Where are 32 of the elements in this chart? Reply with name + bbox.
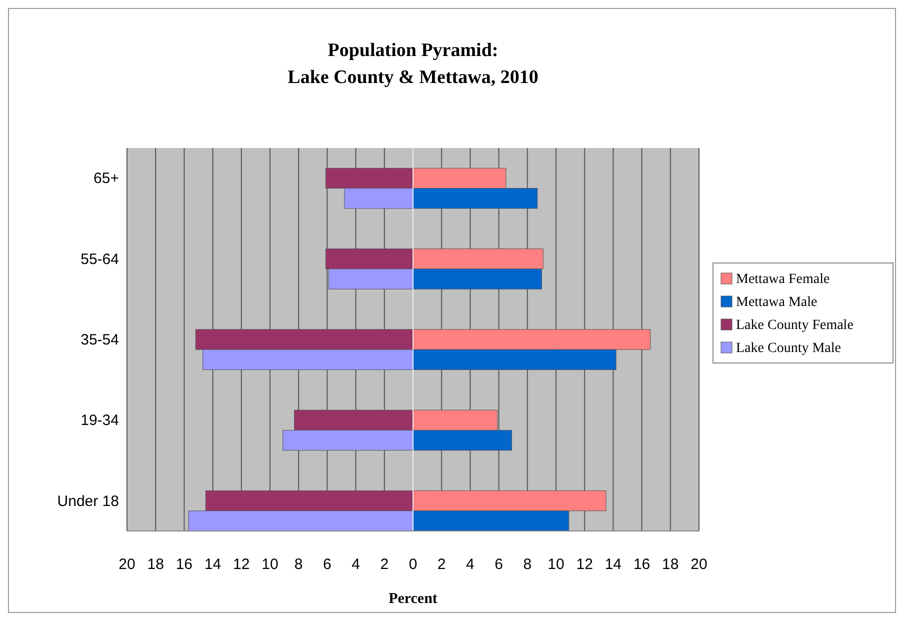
x-tick-label: 10	[548, 556, 564, 573]
x-tick-label: 12	[233, 556, 250, 573]
x-tick-label: 16	[633, 556, 650, 573]
legend-label: Lake County Male	[736, 341, 841, 356]
x-tick-label: 8	[523, 556, 532, 573]
x-tick-label: 14	[204, 556, 222, 573]
y-tick-label: 65+	[94, 170, 120, 188]
x-tick-label: 10	[262, 556, 278, 573]
x-tick-label: 6	[323, 556, 332, 573]
x-tick-label: 18	[147, 556, 164, 573]
x-tick-label: 20	[118, 556, 136, 573]
x-tick-label: 2	[380, 556, 389, 573]
legend-label: Lake County Female	[736, 318, 854, 333]
x-axis-title: Percent	[388, 591, 438, 607]
y-tick-label: 35-54	[80, 332, 119, 348]
x-tick-label: 0	[408, 556, 418, 573]
x-tick-label: 4	[466, 556, 474, 573]
x-tick-label: 14	[604, 556, 622, 573]
x-tick-label: 12	[576, 556, 593, 573]
x-tick-label: 6	[494, 556, 503, 573]
legend-label: Mettawa Male	[736, 295, 818, 310]
y-tick-label: Under 18	[57, 492, 119, 510]
y-tick-label: 19-34	[80, 412, 119, 430]
x-tick-label: 20	[690, 556, 708, 573]
x-tick-label: 4	[352, 556, 360, 573]
legend-label: Mettawa Female	[736, 272, 830, 287]
x-tick-label: 18	[662, 556, 679, 573]
chart-title: Population Pyramid: Lake County & Mettawa, 2010	[288, 40, 538, 88]
x-tick-label: 16	[176, 556, 193, 573]
x-tick-label: 2	[437, 556, 446, 573]
y-tick-label: 55-64	[80, 250, 119, 268]
x-tick-label: 8	[294, 556, 303, 573]
